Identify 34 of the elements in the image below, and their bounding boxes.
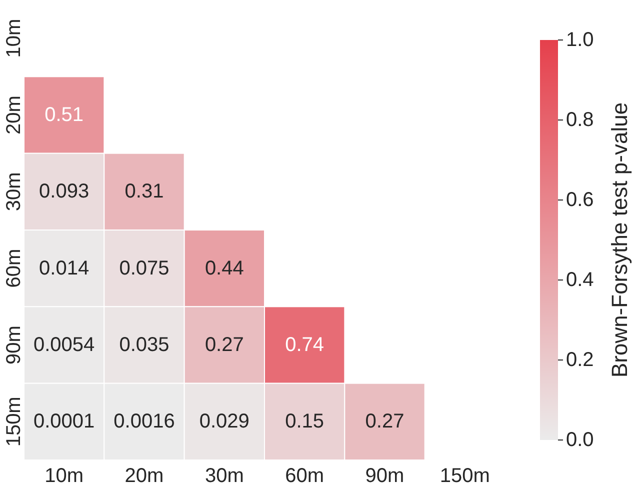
data-label: 0.0001 — [33, 410, 95, 433]
data-label: 0.27 — [365, 410, 404, 433]
y-tick-label: 60m — [3, 248, 25, 288]
data-label: 0.035 — [119, 334, 170, 356]
data-label: 0.0016 — [114, 410, 175, 433]
y-tick-label: 150m — [3, 396, 25, 447]
data-label: 0.014 — [39, 257, 90, 280]
x-tick-label: 20m — [124, 465, 164, 488]
color-bar-label: 0.6 — [566, 189, 594, 211]
data-label: 0.075 — [119, 257, 170, 280]
x-tick-label: 60m — [285, 465, 324, 488]
data-label: 0.029 — [199, 410, 250, 433]
data-label: 0.74 — [285, 334, 324, 356]
data-label: 0.0054 — [33, 334, 95, 356]
data-label: 0.093 — [39, 180, 90, 203]
color-bar-label: 0.0 — [566, 429, 594, 451]
data-label: 0.27 — [204, 334, 244, 356]
y-tick-label: 20m — [3, 96, 25, 134]
data-label: 0.51 — [44, 104, 84, 126]
y-tick-label: 90m — [3, 326, 25, 364]
color-bar-title: Brown-Forsythe test p-value — [607, 102, 632, 378]
color-bar-label: 0.8 — [566, 109, 594, 131]
x-tick-label: 150m — [440, 465, 490, 488]
data-label: 0.44 — [204, 257, 244, 280]
data-label: 0.31 — [124, 180, 164, 203]
x-tick-label: 30m — [204, 465, 244, 488]
data-label: 0.15 — [285, 410, 324, 433]
y-tick-label: 30m — [3, 172, 25, 212]
color-bar-label: 1.0 — [566, 29, 594, 51]
y-tick-label: 10m — [3, 18, 25, 58]
color-bar-label: 0.4 — [566, 269, 594, 291]
color-bar-label: 0.2 — [566, 349, 594, 371]
x-tick-label: 90m — [365, 465, 404, 488]
x-tick-label: 10m — [44, 465, 84, 488]
